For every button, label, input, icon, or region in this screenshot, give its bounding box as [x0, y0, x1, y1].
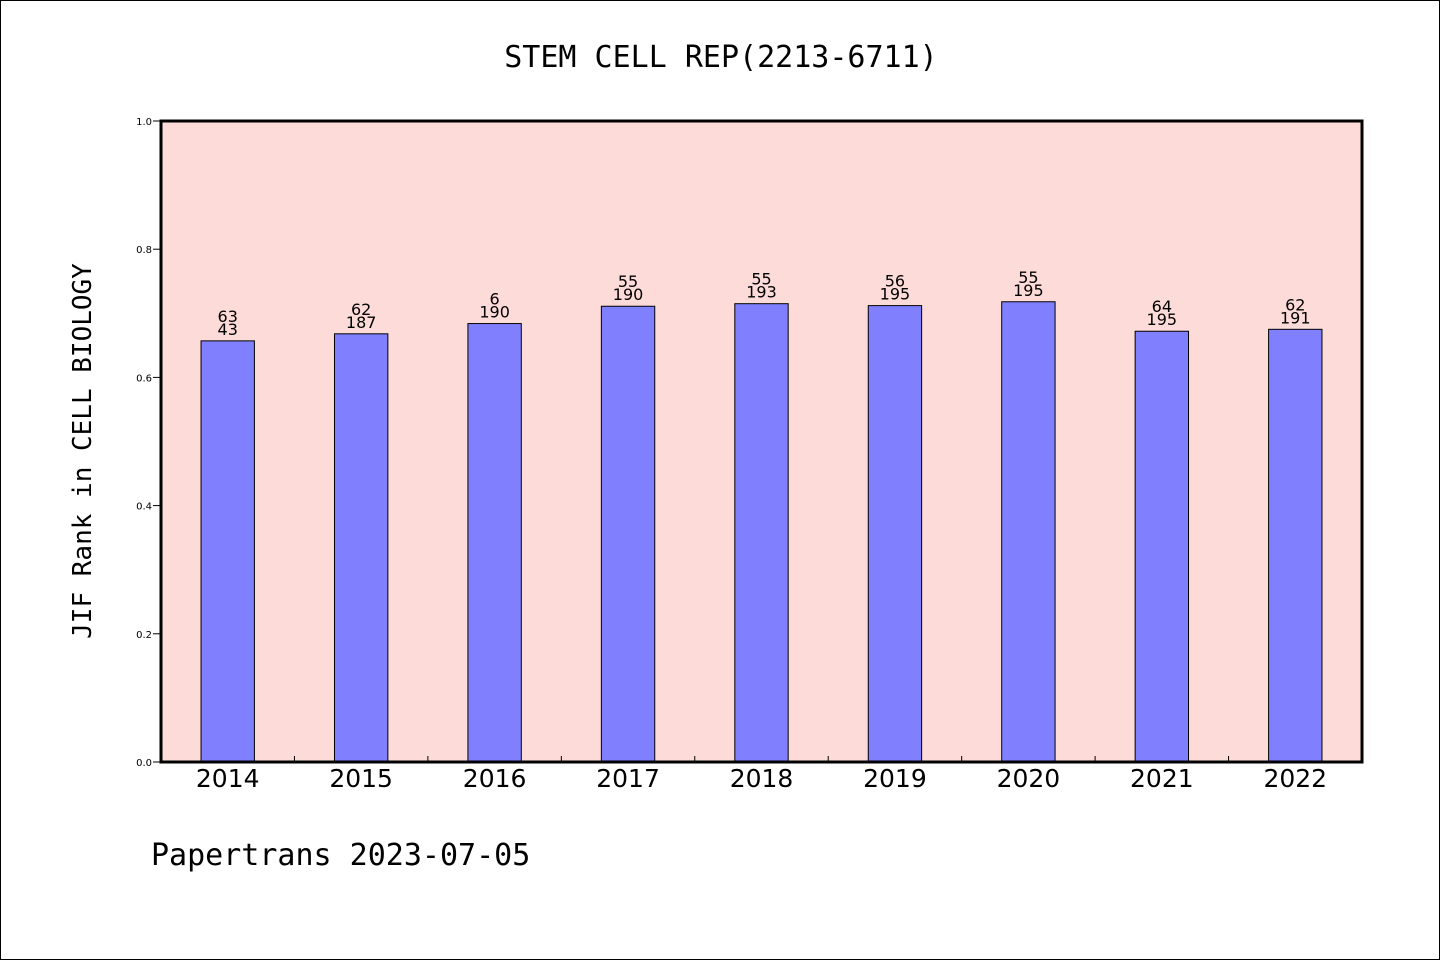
y-tick-label: 0.2 [136, 630, 152, 641]
x-tick-label-2018: 2018 [730, 764, 794, 793]
rank-label-2019: 56 [885, 272, 905, 291]
bar-2019 [867, 305, 923, 763]
x-tick-label-2021: 2021 [1130, 764, 1194, 793]
rank-label-2017: 55 [618, 272, 638, 291]
y-tick-label: 0.4 [136, 502, 152, 513]
x-tick-label-2015: 2015 [329, 764, 393, 793]
bar-2014 [200, 340, 255, 763]
y-tick-label: 0.0 [136, 758, 152, 769]
bar-2018 [734, 303, 789, 763]
x-tick-label-2020: 2020 [997, 764, 1061, 793]
bar-2022 [1268, 328, 1323, 763]
total-label-2015: 187 [346, 313, 377, 332]
bar-2017 [600, 305, 656, 763]
rank-label-2018: 55 [751, 270, 771, 289]
x-tick-label-2022: 2022 [1263, 764, 1327, 793]
y-axis-label: JIF Rank in CELL BIOLOGY [68, 263, 98, 639]
plot-frame [159, 119, 1364, 764]
rank-label-2015: 62 [351, 300, 371, 319]
total-label-2020: 195 [1013, 281, 1044, 300]
total-label-2022: 191 [1280, 308, 1311, 327]
total-label-2016: 190 [479, 303, 510, 322]
chart-title: STEM CELL REP(2213-6711) [504, 40, 937, 75]
rank-label-2021: 64 [1152, 297, 1172, 316]
bar-2015 [333, 333, 389, 763]
y-tick-label: 1.0 [136, 117, 152, 128]
x-tick-label-2014: 2014 [196, 764, 260, 793]
rank-label-2020: 55 [1018, 268, 1038, 287]
total-label-2018: 193 [746, 283, 777, 302]
y-tick-label: 0.8 [136, 245, 152, 256]
bar-2020 [1001, 301, 1056, 763]
y-tick-label: 0.6 [136, 373, 152, 384]
total-label-2017: 190 [613, 285, 644, 304]
x-tick-label-2019: 2019 [863, 764, 927, 793]
total-label-2019: 195 [880, 285, 911, 304]
x-tick-label-2017: 2017 [596, 764, 660, 793]
bar-2016 [467, 323, 522, 763]
rank-label-2022: 62 [1285, 295, 1305, 314]
footer-credit: Papertrans 2023-07-05 [151, 838, 530, 873]
x-tick-label-2016: 2016 [463, 764, 527, 793]
rank-label-2016: 6 [490, 290, 500, 309]
rank-label-2014: 63 [218, 307, 238, 326]
total-label-2021: 195 [1147, 310, 1178, 329]
total-label-2014: 43 [218, 320, 238, 339]
bar-2021 [1134, 330, 1190, 763]
